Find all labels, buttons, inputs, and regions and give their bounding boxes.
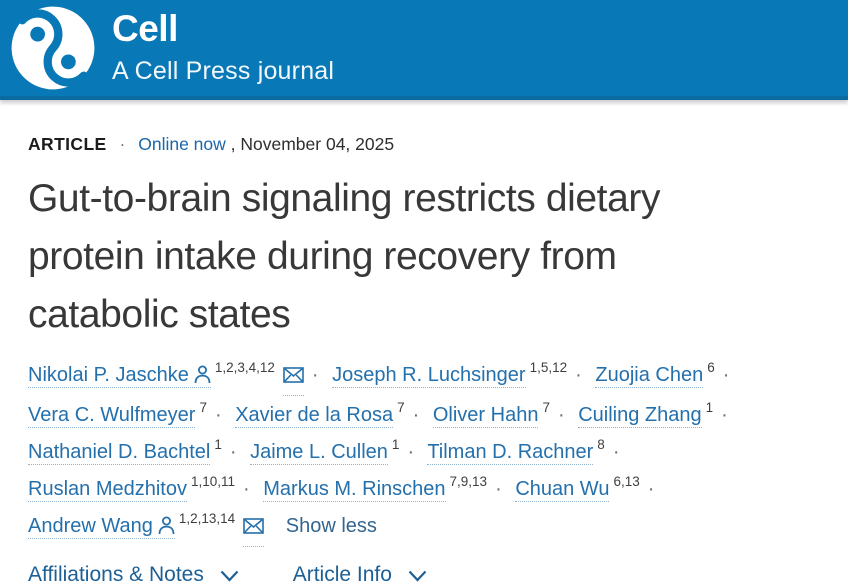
author-unit: Cuiling Zhang 1 · (578, 401, 736, 428)
author-link[interactable]: Jaime L. Cullen (250, 441, 388, 465)
author-separator-dot: · (722, 364, 730, 386)
person-icon (194, 360, 211, 397)
author-separator-dot: · (647, 478, 655, 500)
author-separator-dot: · (575, 364, 582, 386)
author-link[interactable]: Cuiling Zhang (578, 404, 702, 428)
author-link[interactable]: Tilman D. Rachner (427, 441, 594, 465)
author-separator-dot: · (407, 441, 415, 463)
article-meta-line: ARTICLE · Online now , November 04, 2025 (28, 134, 820, 155)
author-superscript: 8 (597, 437, 605, 452)
envelope-icon[interactable] (282, 357, 304, 396)
author-separator-dot: · (721, 404, 728, 426)
person-icon (158, 511, 175, 548)
author-superscript: 1 (391, 437, 400, 452)
envelope-icon[interactable] (243, 508, 265, 547)
author-superscript: 7,9,13 (449, 474, 488, 489)
author-superscript: 1 (214, 437, 222, 452)
publication-date: , November 04, 2025 (230, 134, 395, 154)
author-superscript: 6,13 (613, 474, 640, 489)
author-separator-dot: · (229, 441, 237, 463)
author-superscript: 7 (542, 400, 550, 415)
author-list: Nikolai P. Jaschke 1,2,3,4,12 · Joseph R… (28, 357, 816, 548)
author-unit: Tilman D. Rachner 8 · (427, 438, 627, 465)
author-link[interactable]: Zuojia Chen (595, 364, 704, 388)
author-unit: Joseph R. Luchsinger 1,5,12 · (332, 361, 590, 388)
author-link[interactable]: Markus M. Rinschen (263, 478, 446, 502)
author-separator-dot: · (243, 478, 250, 500)
author-unit: Ruslan Medzhitov 1,10,11 · (28, 475, 258, 502)
article-title: Gut-to-brain signaling restricts dietary… (28, 170, 828, 344)
article-header-content: ARTICLE · Online now , November 04, 2025… (0, 134, 848, 584)
affiliations-notes-link[interactable]: Affiliations & Notes (28, 563, 239, 584)
author-superscript: 1,2,13,14 (178, 511, 236, 526)
author-separator-dot: · (557, 404, 565, 426)
meta-separator-dot: · (119, 134, 126, 154)
author-superscript: 6 (707, 360, 715, 375)
author-superscript: 7 (397, 400, 405, 415)
author-separator-dot: · (311, 364, 319, 386)
chevron-down-icon (392, 563, 427, 584)
author-unit: Oliver Hahn 7 · (432, 401, 573, 428)
author-separator-dot: · (412, 404, 420, 426)
author-link[interactable]: Chuan Wu (515, 478, 610, 502)
author-superscript: 1,5,12 (529, 360, 568, 375)
article-type-label: ARTICLE (28, 134, 107, 154)
author-link[interactable]: Oliver Hahn (432, 404, 539, 428)
author-link[interactable]: Nathaniel D. Bachtel (28, 441, 211, 465)
author-link[interactable]: Nikolai P. Jaschke (28, 364, 211, 388)
online-now-link[interactable]: Online now (138, 134, 226, 154)
author-unit: Xavier de la Rosa 7 · (235, 401, 427, 428)
author-separator-dot: · (612, 441, 620, 463)
author-unit: Vera C. Wulfmeyer 7 · (28, 401, 230, 428)
author-unit: Nathaniel D. Bachtel 1 · (28, 438, 245, 465)
journal-tagline: A Cell Press journal (112, 57, 335, 86)
cell-press-logo-icon[interactable] (6, 2, 100, 94)
author-unit: Nikolai P. Jaschke 1,2,3,4,12 · (28, 361, 327, 396)
author-unit: Markus M. Rinschen 7,9,13 · (263, 475, 510, 502)
author-unit: Chuan Wu 6,13 · (515, 475, 662, 502)
show-less-link[interactable]: Show less (285, 515, 377, 537)
author-link[interactable]: Ruslan Medzhitov (28, 478, 187, 502)
article-info-link[interactable]: Article Info (293, 563, 427, 584)
article-title-line: catabolic states (28, 293, 291, 336)
chevron-down-icon (204, 563, 239, 584)
article-title-line: protein intake during recovery from (28, 235, 617, 278)
author-superscript: 7 (199, 400, 207, 415)
author-unit: Jaime L. Cullen 1 · (250, 438, 422, 465)
article-title-line: Gut-to-brain signaling restricts dietary (28, 177, 661, 220)
author-superscript: 1,2,3,4,12 (214, 360, 275, 375)
article-section-links: Affiliations & Notes Article Info (28, 563, 820, 584)
author-separator-dot: · (214, 404, 222, 426)
author-unit: Andrew Wang 1,2,13,14 (28, 512, 265, 547)
author-link[interactable]: Vera C. Wulfmeyer (28, 404, 196, 428)
author-separator-dot: · (495, 478, 502, 500)
journal-name: Cell (112, 7, 178, 49)
author-link[interactable]: Joseph R. Luchsinger (332, 364, 526, 388)
author-superscript: 1,10,11 (190, 474, 236, 489)
author-link[interactable]: Xavier de la Rosa (235, 404, 394, 428)
author-unit: Zuojia Chen 6 · (595, 361, 737, 388)
author-link[interactable]: Andrew Wang (28, 515, 175, 539)
author-superscript: 1 (705, 400, 714, 415)
masthead: Cell A Cell Press journal (112, 7, 335, 87)
journal-header-banner: Cell A Cell Press journal (0, 0, 848, 100)
